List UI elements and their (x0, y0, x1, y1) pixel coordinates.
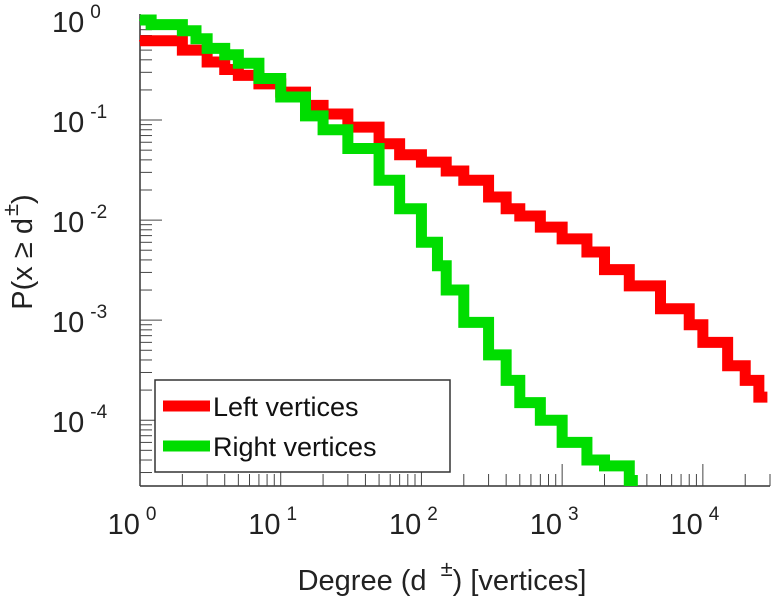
data-point (539, 419, 542, 422)
data-point (505, 379, 508, 382)
data-point (628, 479, 631, 482)
y-tick-label: 10 -1 (52, 102, 107, 139)
y-tick-label: 10 -4 (52, 402, 108, 439)
series-line-1 (140, 14, 638, 486)
data-point (181, 49, 184, 52)
x-tick-label: 10 4 (670, 504, 719, 541)
data-point (561, 237, 564, 240)
data-point (181, 29, 184, 32)
x-axis-title: Degree (d ±) [vertices] (298, 556, 587, 597)
data-point (322, 128, 325, 131)
data-point (487, 353, 490, 356)
data-point (628, 284, 631, 287)
data-point (237, 74, 240, 77)
data-point (398, 153, 401, 156)
data-point (194, 37, 197, 40)
x-tick-label: 10 0 (108, 504, 157, 541)
data-point (223, 53, 226, 56)
data-point (237, 62, 240, 65)
data-point (378, 179, 381, 182)
data-point (585, 459, 588, 462)
data-point (518, 401, 521, 404)
data-point (603, 268, 606, 271)
data-point (688, 323, 691, 326)
data-point (257, 77, 260, 80)
data-point (585, 250, 588, 253)
data-point (346, 147, 349, 150)
data-point (139, 19, 141, 21)
data-point (744, 379, 747, 382)
y-tick-label: 10 -3 (52, 302, 107, 339)
data-point (206, 47, 209, 50)
legend-box (154, 379, 451, 473)
data-point (304, 114, 307, 117)
y-tick-label: 10 0 (52, 2, 101, 39)
data-point (420, 161, 423, 164)
data-point (150, 23, 153, 26)
data-point (487, 196, 490, 199)
data-point (223, 68, 226, 71)
data-point (279, 95, 282, 98)
x-tick-label: 10 2 (389, 504, 438, 541)
data-point (436, 264, 439, 267)
data-point (462, 179, 465, 182)
data-point (462, 321, 465, 324)
data-point (445, 289, 448, 292)
data-point (445, 169, 448, 172)
x-tick-label: 10 3 (530, 504, 579, 541)
data-point (539, 226, 542, 229)
data-point (701, 341, 704, 344)
data-point (139, 39, 141, 42)
data-point (757, 396, 760, 399)
data-point (420, 241, 423, 244)
data-point (561, 441, 564, 444)
legend-label: Left vertices (213, 392, 359, 422)
data-point (518, 214, 521, 217)
legend-label: Right vertices (213, 432, 377, 462)
data-point (505, 207, 508, 210)
data-point (398, 207, 401, 210)
data-point (603, 464, 606, 467)
data-point (659, 307, 662, 310)
y-axis-title: P(x ≥ d±) (0, 194, 39, 309)
data-point (726, 364, 729, 367)
y-tick-label: 10 -2 (52, 202, 107, 239)
x-tick-label: 10 1 (248, 504, 297, 541)
data-point (206, 61, 209, 64)
